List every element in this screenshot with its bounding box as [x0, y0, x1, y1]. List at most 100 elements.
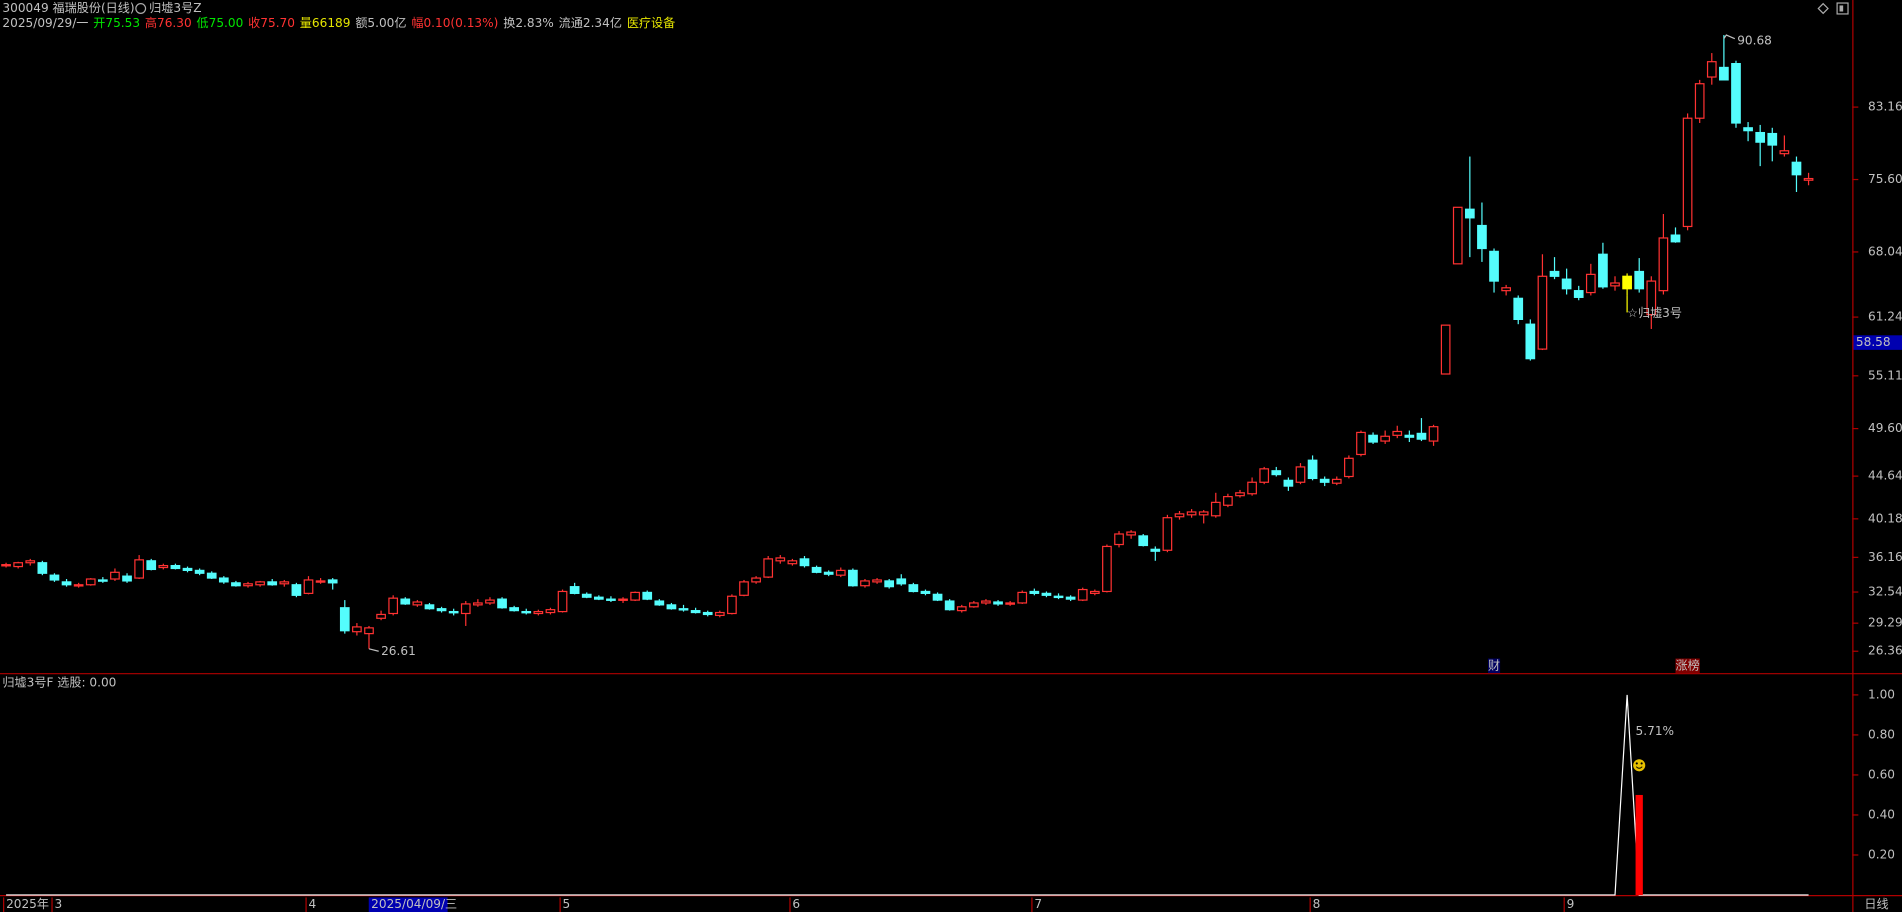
- candle-body: [727, 595, 737, 615]
- smiley-face: [1633, 759, 1646, 772]
- cursor-price-box: [1853, 335, 1902, 350]
- event-label: 涨榜: [1675, 657, 1699, 672]
- candle-body: [1706, 61, 1717, 78]
- candle-body: [654, 600, 665, 606]
- candle-body: [1162, 517, 1173, 551]
- candle-body: [485, 599, 495, 604]
- quote-item: 流通2.34亿: [559, 15, 622, 30]
- candle-body: [315, 580, 326, 583]
- candle-body: [1041, 592, 1052, 596]
- indicator-bar: [1635, 794, 1643, 896]
- candle-body: [1428, 426, 1439, 442]
- candle-body: [1247, 481, 1257, 495]
- candle-body: [569, 586, 580, 594]
- candle-body: [1573, 290, 1584, 298]
- quote-item: 医疗设备: [627, 16, 675, 30]
- candle-body: [1646, 280, 1657, 316]
- y-tick-label: 36.16: [1868, 550, 1902, 564]
- y-tick-label: 49.60: [1868, 421, 1902, 435]
- candle-body: [1731, 63, 1741, 124]
- candle-body: [630, 591, 640, 601]
- x-tick-label: 4: [308, 897, 316, 911]
- candle-body: [1561, 278, 1572, 290]
- candle-body: [1803, 177, 1814, 181]
- candle-body: [1356, 431, 1366, 456]
- candle-body: [1477, 224, 1487, 250]
- candle-body: [1223, 496, 1233, 506]
- candle-body: [593, 596, 604, 600]
- candle-body: [1126, 531, 1136, 536]
- candle-body: [557, 590, 568, 613]
- candle-body: [1416, 432, 1427, 440]
- period-label: 日线: [1864, 897, 1888, 911]
- candle-body: [291, 584, 302, 596]
- cursor-date: 2025/04/09/三: [371, 897, 457, 911]
- candle-body: [255, 581, 265, 586]
- event-badge: [1675, 658, 1700, 674]
- icon-diamond[interactable]: [1817, 2, 1829, 15]
- candle-body: [581, 593, 592, 598]
- high-label: 90.68: [1737, 34, 1772, 48]
- candle-body: [920, 590, 931, 594]
- candle-body: [1065, 596, 1076, 600]
- candle-body: [690, 610, 701, 614]
- candle-body: [1743, 127, 1753, 132]
- low-label: 26.61: [381, 644, 416, 658]
- candle-body: [1549, 270, 1560, 277]
- event-label: 财: [1488, 658, 1500, 672]
- candle-body: [1174, 513, 1185, 518]
- quote-item: 量66189: [300, 16, 351, 30]
- candle-body: [944, 600, 955, 611]
- candle-body: [1005, 602, 1015, 605]
- candle-body: [279, 581, 290, 585]
- y-tick-label: 1.00: [1868, 687, 1895, 701]
- candle-body: [1186, 511, 1197, 516]
- candle-body: [1331, 478, 1342, 484]
- candle-body: [1017, 591, 1028, 604]
- candle-body: [49, 574, 60, 581]
- candle-body: [37, 562, 48, 574]
- candle-body: [1259, 468, 1270, 483]
- candle-body: [860, 580, 870, 587]
- candle-body: [327, 579, 338, 584]
- candle-body: [1658, 237, 1669, 292]
- x-tick-label: 2025年: [6, 897, 49, 911]
- candle-body: [352, 626, 362, 633]
- candle-body: [1271, 470, 1282, 476]
- candle-body: [1767, 132, 1778, 146]
- candle-body: [25, 560, 36, 564]
- candle-body: [158, 564, 169, 569]
- candle-body: [763, 558, 774, 578]
- candle-body: [61, 581, 72, 586]
- candle-body: [1440, 324, 1451, 375]
- candle-body: [1295, 466, 1306, 483]
- candle-body: [1368, 434, 1378, 443]
- candle-body: [848, 569, 858, 587]
- candle-body: [702, 611, 713, 616]
- y-tick-label: 26.36: [1868, 644, 1902, 658]
- candle-body: [206, 572, 217, 579]
- x-tick-label: 8: [1313, 897, 1321, 911]
- candle-body: [122, 575, 132, 582]
- candle-body: [606, 598, 616, 601]
- formula-name: 归墟3号Z: [149, 1, 201, 15]
- smiley-eye: [1635, 762, 1638, 765]
- candle-body: [787, 560, 798, 565]
- candle-body: [473, 602, 483, 606]
- candle-body: [376, 613, 386, 619]
- candle-body: [1525, 323, 1536, 360]
- icon-window[interactable]: [1836, 2, 1849, 15]
- candle-body: [1585, 273, 1596, 294]
- candle-body: [1114, 533, 1124, 546]
- candle-body: [110, 571, 120, 580]
- candle-body: [981, 600, 991, 604]
- candle-body: [666, 604, 677, 610]
- candle-body: [1150, 548, 1161, 552]
- candle-body: [739, 581, 749, 596]
- quote-item: 低75.00: [197, 16, 244, 30]
- smiley-icon: [1633, 759, 1646, 772]
- stock-title: 300049 福瑞股份(日线): [2, 0, 134, 15]
- candle-body: [1235, 492, 1245, 497]
- candle-body: [400, 598, 411, 605]
- candle-body: [1682, 117, 1693, 228]
